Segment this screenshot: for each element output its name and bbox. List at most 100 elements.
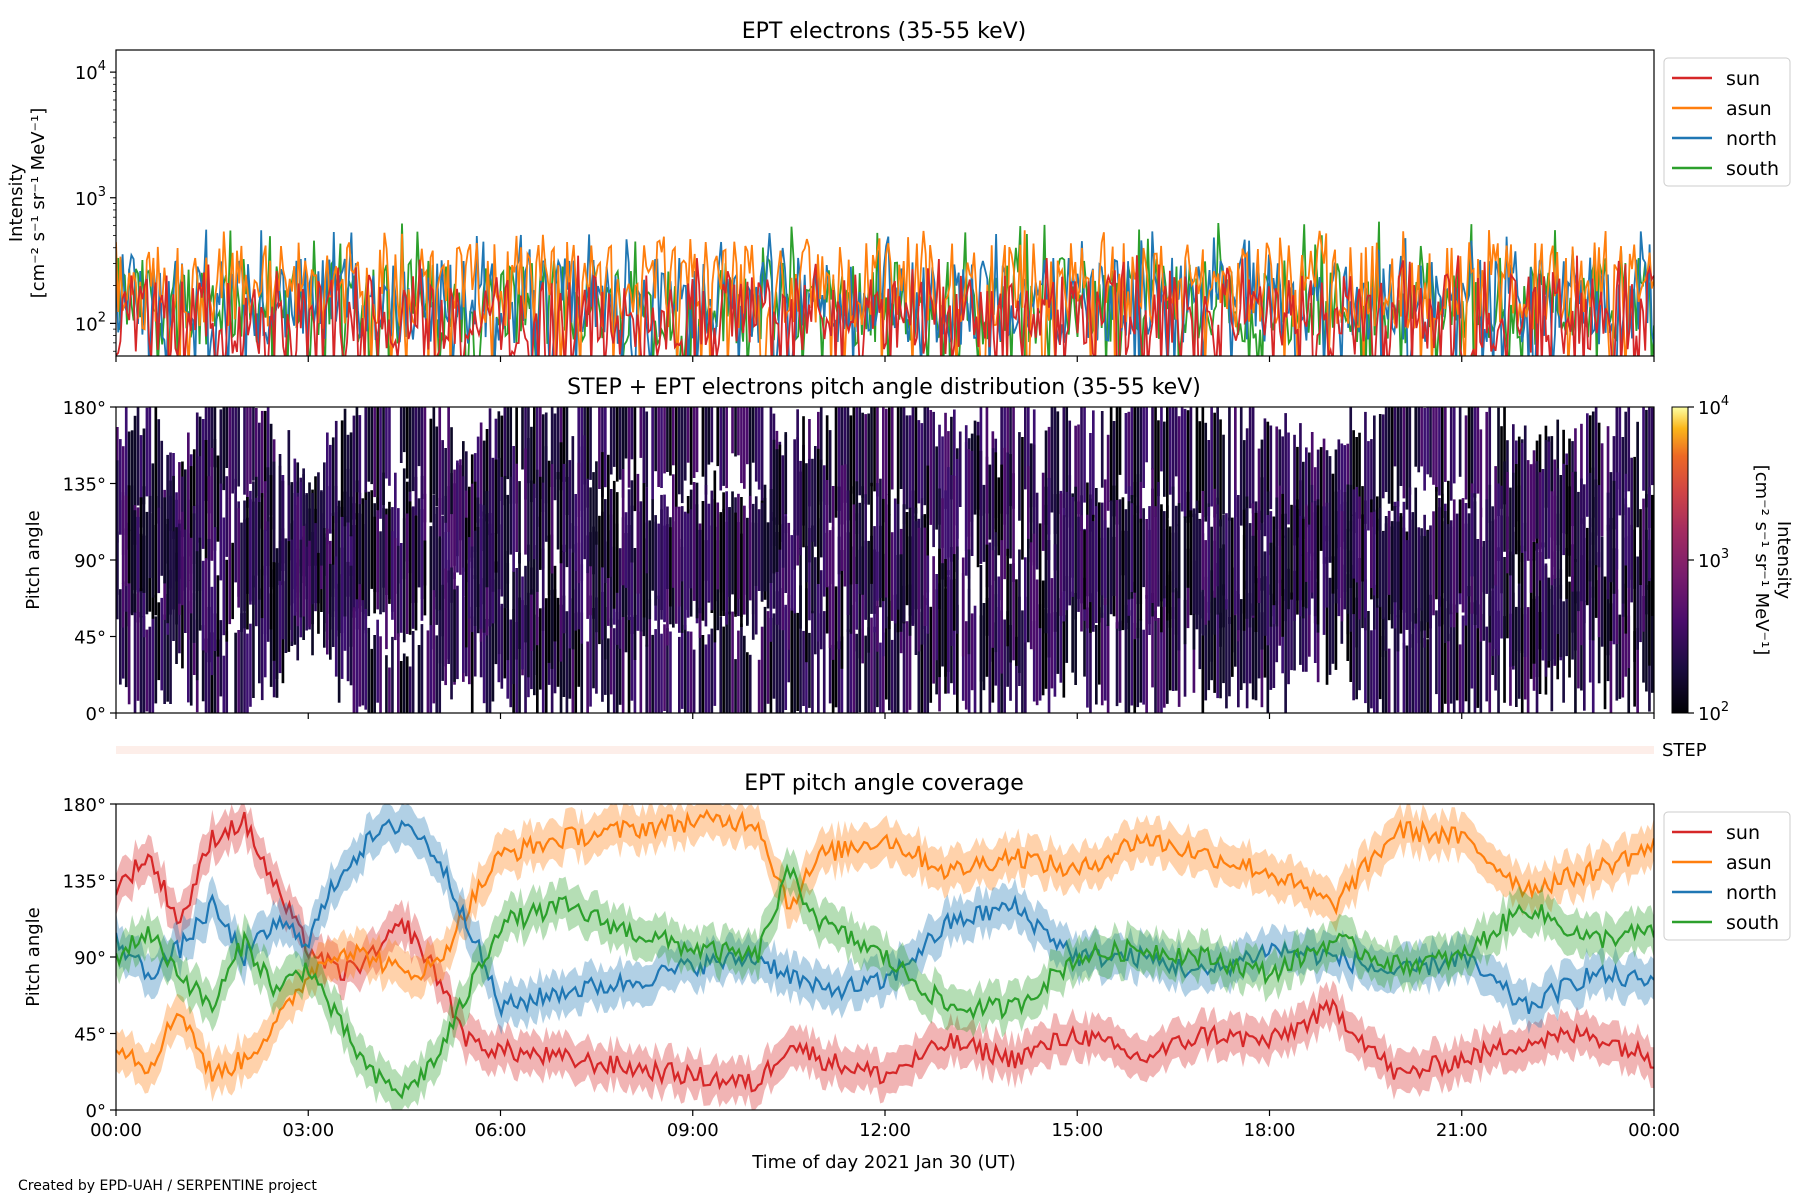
heatmap-cell [1429, 594, 1432, 713]
heatmap-cell [219, 620, 223, 697]
heatmap-cell [195, 504, 199, 592]
series-line-sun [116, 255, 1654, 356]
heatmap-cell [1384, 523, 1388, 630]
heatmap-cell [1160, 504, 1163, 633]
heatmap-cell [1645, 585, 1648, 692]
heatmap-cell [1488, 484, 1492, 616]
heatmap-cell [1083, 577, 1086, 677]
heatmap-cell [420, 509, 424, 621]
heatmap-cell [1095, 625, 1098, 705]
heatmap-cell [1523, 425, 1527, 552]
coverage-band-north [116, 804, 1654, 1035]
heatmap-cell [562, 407, 566, 482]
heatmap-cell [947, 570, 950, 694]
heatmap-cell [1183, 408, 1187, 518]
heatmap-cell [1630, 457, 1633, 580]
heatmap-cell [819, 459, 823, 558]
heatmap-cell [331, 437, 335, 516]
heatmap-cell [539, 407, 542, 500]
heatmap-cell [855, 481, 859, 584]
heatmap-cell [346, 561, 350, 682]
heatmap-cell [541, 548, 545, 631]
heatmap-cell [574, 494, 578, 571]
heatmap-cell [1627, 407, 1631, 492]
heatmap-cell [1645, 409, 1648, 508]
heatmap-cell [1349, 484, 1353, 588]
heatmap-cell [1441, 493, 1444, 594]
heatmap-cell [648, 520, 652, 620]
heatmap-cell [1509, 551, 1512, 667]
heatmap-cell [757, 659, 761, 713]
heatmap-cell [488, 609, 492, 713]
heatmap-cell [1272, 516, 1276, 606]
heatmap-cell [1089, 433, 1092, 532]
heatmap-cell [349, 432, 353, 537]
heatmap-cell [888, 514, 891, 630]
heatmap-cell [207, 407, 211, 514]
heatmap-cell [521, 407, 524, 470]
heatmap-cell [615, 611, 619, 713]
heatmap-cell [394, 538, 397, 641]
heatmap-cell [397, 545, 400, 637]
heatmap-cell [722, 626, 725, 713]
heatmap-cell [1089, 593, 1092, 713]
y-tick-label: 180° [63, 398, 106, 419]
heatmap-cell [1228, 617, 1231, 697]
heatmap-cell [775, 532, 779, 625]
heatmap-cell [843, 407, 847, 503]
heatmap-cell [648, 599, 652, 713]
heatmap-cell [491, 579, 495, 702]
heatmap-cell [521, 576, 524, 670]
heatmap-cell [1074, 486, 1077, 620]
heatmap-cell [589, 595, 592, 707]
heatmap-cell [654, 515, 657, 606]
heatmap-cell [476, 527, 480, 634]
heatmap-cell [1293, 505, 1296, 621]
heatmap-cell [420, 624, 424, 713]
heatmap-cell [408, 407, 412, 492]
heatmap-cell [621, 407, 625, 498]
heatmap-cell [1180, 407, 1184, 512]
heatmap-cell [701, 501, 705, 621]
heatmap-cell [1254, 566, 1258, 701]
heatmap-cell [1370, 630, 1373, 709]
heatmap-cell [249, 407, 252, 484]
heatmap-cell [287, 541, 291, 630]
heatmap-cell [781, 607, 785, 713]
heatmap-cell [873, 626, 876, 713]
heatmap-cell [680, 546, 684, 633]
heatmap-cell [811, 610, 814, 713]
heatmap-cell [435, 506, 439, 625]
heatmap-cell [423, 493, 427, 586]
heatmap-cell [737, 630, 740, 713]
heatmap-cell [811, 525, 814, 614]
heatmap-cell [243, 500, 246, 629]
heatmap-cell [1177, 503, 1181, 599]
heatmap-cell [142, 616, 146, 713]
heatmap-cell [1588, 472, 1592, 582]
heatmap-cell [639, 629, 643, 713]
heatmap-cell [243, 612, 246, 713]
heatmap-cell [834, 407, 838, 518]
heatmap-cell [1473, 501, 1477, 625]
heatmap-cell [124, 581, 128, 688]
heatmap-cell [1337, 489, 1341, 617]
heatmap-cell [890, 407, 894, 490]
heatmap-cell [1390, 526, 1394, 615]
heatmap-cell [873, 526, 876, 614]
heatmap-cell [1594, 407, 1598, 518]
heatmap-cell [1035, 579, 1039, 706]
heatmap-cell [882, 407, 885, 523]
heatmap-cell [1171, 407, 1175, 527]
heatmap-cell [938, 424, 941, 525]
heatmap-cell [518, 597, 521, 713]
heatmap-cell [885, 494, 888, 598]
heatmap-cell [231, 542, 234, 620]
colorbar-tick-label: 104 [1698, 394, 1729, 419]
legend-label-asun: asun [1726, 98, 1772, 120]
heatmap-cell [1177, 416, 1181, 527]
heatmap-cell [1402, 407, 1406, 499]
heatmap-cell [1370, 512, 1373, 588]
heatmap-cell [1648, 487, 1651, 582]
heatmap-cell [1355, 597, 1358, 700]
